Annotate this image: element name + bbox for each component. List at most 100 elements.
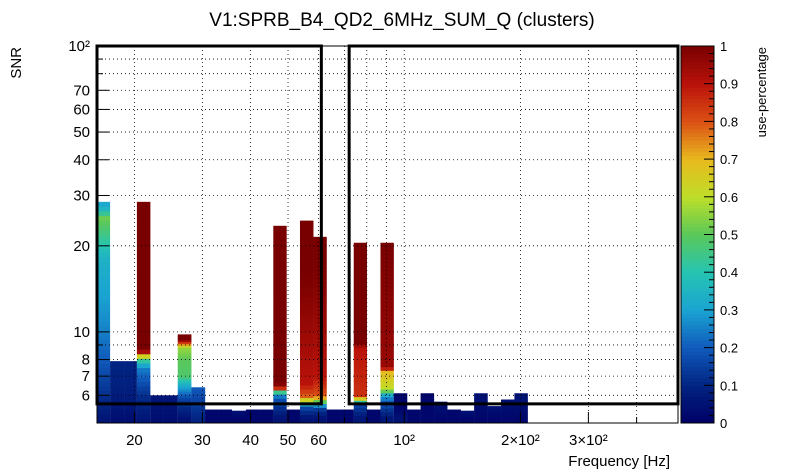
heatmap-cell [474,408,488,410]
colorbar-segment [681,291,714,296]
heatmap-cell [150,396,164,398]
heatmap-cell [110,388,125,390]
heatmap-cell [124,381,137,384]
heatmap-cell [474,395,488,397]
y-tick-label: 8 [82,352,90,369]
heatmap-cell [299,410,314,415]
heatmap-cell [163,397,178,399]
heatmap-cell [163,409,178,411]
heatmap-cell [163,407,178,409]
heatmap-cell [474,405,488,407]
heatmap-cell [150,417,164,419]
heatmap-cell [380,332,394,338]
heatmap-cell [97,335,111,341]
heatmap-cell [299,406,314,411]
heatmap-cell [163,410,178,412]
heatmap-cell [420,407,435,409]
heatmap-cell [97,211,111,217]
heatmap-cell [97,312,111,318]
heatmap-cell [110,406,125,408]
heatmap-cell [353,419,368,424]
heatmap-cell [163,408,178,410]
heatmap-cell [299,418,314,424]
heatmap-cell [299,338,314,344]
heatmap-cell [474,414,488,416]
heatmap-cell [150,398,164,400]
heatmap-cell [393,393,408,395]
heatmap-cell [393,419,408,421]
heatmap-cell [273,229,287,235]
heatmap-cell [299,241,314,247]
heatmap-cell [97,363,111,369]
heatmap-cell [501,414,515,416]
colorbar-tick-label: 1 [720,39,727,54]
heatmap-cell [299,368,314,373]
heatmap-cell [150,416,164,418]
heatmap-cell [163,401,178,403]
heatmap-cell [501,401,515,403]
heatmap-cell [514,414,528,416]
colorbar-segment [681,328,714,334]
heatmap-cell [110,379,125,381]
colorbar-segment [681,347,714,352]
heatmap-cell [177,389,192,393]
x-tick-label: 30 [194,432,211,449]
x-tick-label: 20 [126,432,143,449]
heatmap-cell [299,330,314,335]
heatmap-cell [514,407,528,409]
heatmap-cell [124,411,137,414]
heatmap-cell [191,390,206,392]
heatmap-cell [420,398,435,400]
heatmap-cell [124,398,137,401]
heatmap-cell [434,406,448,408]
heatmap-cell [273,324,287,329]
heatmap-cell [501,416,515,418]
heatmap-cell [420,418,435,420]
colorbar-tick-label: 0.6 [720,190,738,205]
heatmap-cell [97,386,111,392]
colorbar-segment [681,155,714,160]
heatmap-cell [420,410,435,412]
heatmap-cell [110,365,125,367]
heatmap-cell [420,409,435,411]
colorbar-segment [681,72,714,77]
heatmap-cell [474,396,488,398]
heatmap-cell [163,412,178,414]
heatmap-cell [191,418,206,420]
heatmap-cell [273,270,287,276]
colorbar-segment [681,204,714,209]
heatmap-cell [110,361,125,363]
colorbar-segment [681,362,714,367]
heatmap-cell [97,317,111,323]
heatmap-cell [110,381,125,384]
colorbar-segment [681,275,714,281]
colorbar-segment [681,106,714,111]
heatmap-cell [124,370,137,372]
heatmap-cell [474,409,488,411]
heatmap-cell [380,299,394,304]
heatmap-cell [420,413,435,415]
y-axis-ticks: 6 78 10 20 30 40 50 60 70 10² [68,38,109,404]
heatmap-cell [313,407,327,412]
heatmap-cell [299,334,314,340]
heatmap-cell [273,336,287,342]
heatmap-cell [273,234,287,239]
heatmap-cell [191,410,206,412]
heatmap-cell [136,395,151,401]
heatmap-cell [110,410,125,412]
colorbar-segment [681,177,714,183]
heatmap-cell [136,353,151,359]
heatmap-cell [136,261,151,267]
heatmap-cell [245,409,260,411]
heatmap-cell [191,398,206,400]
colorbar-segment [681,174,714,179]
heatmap-cell [353,407,368,413]
heatmap-cell [501,412,515,414]
heatmap-cell [393,409,408,411]
heatmap-cell [434,406,448,407]
heatmap-cell [177,404,192,407]
heatmap-cell [434,413,448,415]
heatmap-cell [514,400,528,402]
heatmap-cell [434,408,448,410]
heatmap-cell [420,401,435,403]
